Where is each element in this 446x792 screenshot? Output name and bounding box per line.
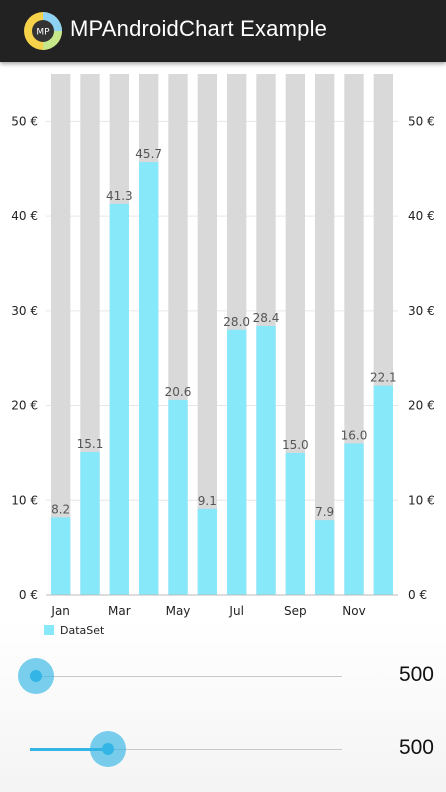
y-tick-label-left: 10 € [11,493,38,507]
x-tick-label: Jul [228,604,243,618]
bar-value-label: 22.1 [370,371,397,385]
bar-value-label: 8.2 [51,502,70,516]
bar-value-label: 28.0 [223,315,250,329]
bar-value-label: 20.6 [165,385,192,399]
bar [50,517,71,595]
seekbar-x-row: 500 [0,647,446,707]
bar-chart[interactable]: 0 € 0 € 10 € 10 € 20 € 20 € 30 € 30 € 40 € 40 € 50… [0,62,446,652]
y-tick-label-right: 20 € [408,399,435,413]
bar [373,385,394,595]
y-tick-label-right: 30 € [408,304,435,318]
bar-value-label: 16.0 [341,428,368,442]
legend-swatch [44,625,54,635]
bar-value-label: 28.4 [253,311,280,325]
y-tick-label-left: 20 € [11,399,38,413]
bar-background [50,74,71,595]
bar-value-label: 9.1 [198,494,217,508]
y-tick-label-left: 40 € [11,209,38,223]
seekbar-x-thumb[interactable] [18,658,55,694]
bar [226,329,247,595]
y-tick-label-left: 30 € [11,304,38,318]
bar [314,520,335,595]
y-tick-label-right: 0 € [408,588,427,602]
x-tick-label: Mar [108,604,131,618]
seekbar-x-track[interactable] [30,676,342,677]
app-logo-text: MP [36,28,50,38]
x-tick-label: May [166,604,191,618]
seekbar-y-thumb[interactable] [90,731,126,767]
bar [285,452,306,595]
x-tick-label: Sep [284,604,307,618]
seekbar-y-progress [30,748,108,751]
seekbar-y-value: 500 [398,736,434,759]
bar [168,399,188,595]
bar-value-label: 7.9 [315,505,334,519]
bar-value-label: 41.3 [106,189,133,203]
y-tick-label-right: 50 € [408,114,435,128]
bar [109,203,130,595]
bar-background [314,74,335,595]
seekbar-x-value: 500 [398,663,434,686]
bar [197,508,218,595]
seekbar-y-track[interactable] [30,749,342,750]
legend-label: DataSet [60,624,105,637]
x-tick-label: Jan [50,604,70,618]
y-tick-label-left: 0 € [19,588,38,602]
y-tick-label-right: 10 € [408,493,435,507]
seekbar-y-row: 500 [0,720,446,780]
bar-value-label: 15.1 [77,437,104,451]
bar [80,451,100,595]
app-title: MPAndroidChart Example [70,16,328,41]
app-logo-icon[interactable]: MP [24,12,62,50]
y-tick-label-right: 40 € [408,209,435,223]
action-bar: MP MPAndroidChart Example [0,0,446,62]
bar [256,325,276,595]
bar-value-label: 45.7 [135,147,162,161]
bar [344,443,364,595]
y-tick-label-left: 50 € [11,114,38,128]
bar-value-label: 15.0 [282,438,309,452]
bar [138,162,159,595]
bar-background [197,74,218,595]
x-tick-label: Nov [342,604,365,618]
